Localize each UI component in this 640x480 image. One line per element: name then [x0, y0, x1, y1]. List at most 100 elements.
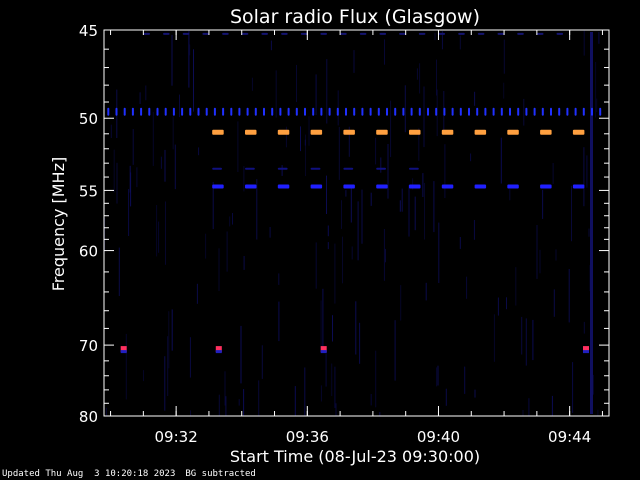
band-3-burst	[295, 107, 298, 116]
band-3-burst	[435, 107, 438, 116]
band-3-burst	[336, 107, 339, 116]
noise-streak	[542, 189, 544, 219]
band-3-burst	[304, 107, 306, 116]
noise-streak	[335, 403, 337, 416]
band-3-burst	[230, 107, 233, 116]
noise-streak	[438, 222, 440, 283]
noise-streak	[168, 311, 170, 369]
band-3-burst	[394, 107, 397, 116]
noise-streak	[171, 34, 173, 86]
band-2-burst	[277, 167, 288, 170]
noise-streak	[251, 77, 253, 91]
noise-streak	[196, 283, 198, 304]
band-3-burst	[566, 107, 569, 116]
band-3-burst	[345, 107, 347, 116]
band-3-burst	[320, 107, 323, 116]
noise-streak	[441, 31, 443, 50]
band-1-burst	[212, 184, 224, 189]
noise-streak	[136, 167, 138, 188]
noise-streak	[422, 173, 424, 197]
noise-streak	[304, 367, 306, 416]
noise-streak	[174, 144, 176, 190]
noise-streak	[493, 314, 495, 362]
noise-streak	[224, 371, 226, 406]
noise-streak	[190, 410, 191, 416]
noise-streak	[583, 147, 585, 207]
noise-streak	[536, 225, 538, 279]
band-3-burst	[443, 107, 446, 116]
band-4-burst	[261, 32, 268, 35]
noise-streak	[583, 321, 585, 334]
band-0-burst	[540, 129, 552, 135]
noise-streak	[145, 85, 147, 101]
burst-spot	[583, 346, 589, 353]
noise-streak	[387, 144, 389, 199]
band-4-burst	[497, 32, 505, 35]
noise-streak	[353, 50, 355, 73]
band-4-burst	[222, 32, 229, 35]
noise-streak	[325, 353, 327, 387]
band-1-burst	[310, 184, 323, 189]
interference-column	[590, 32, 593, 414]
band-3-burst	[517, 107, 520, 116]
noise-streak	[464, 366, 466, 394]
noise-streak	[383, 229, 385, 281]
noise-streak	[380, 157, 382, 173]
noise-streak	[503, 39, 505, 74]
band-4-burst	[556, 32, 564, 35]
band-1-burst	[376, 184, 388, 189]
noise-streak	[342, 236, 343, 284]
noise-streak	[341, 200, 342, 229]
noise-streak	[320, 385, 322, 402]
noise-streak	[300, 126, 301, 152]
band-0-burst	[277, 129, 290, 135]
noise-streak	[474, 91, 476, 106]
noise-streak	[596, 98, 598, 113]
noise-streak	[113, 149, 115, 193]
band-4-burst	[379, 32, 387, 35]
noise-streak	[459, 35, 461, 50]
noise-streak	[399, 200, 401, 212]
band-2-burst	[343, 167, 354, 170]
noise-streak	[327, 225, 329, 237]
noise-streak	[315, 74, 317, 116]
noise-streak	[278, 301, 280, 342]
band-2-burst	[212, 167, 222, 170]
noise-streak	[586, 155, 588, 188]
burst-spot-tail	[583, 350, 589, 354]
noise-streak	[188, 31, 190, 88]
y-tick-label: 70	[79, 337, 98, 355]
band-3-burst	[599, 107, 602, 116]
band-3-burst	[558, 107, 561, 116]
noise-streak	[361, 189, 363, 244]
noise-streak	[332, 315, 333, 342]
noise-streak	[551, 395, 553, 416]
band-3-burst	[107, 107, 110, 116]
burst-spot	[215, 346, 222, 353]
band-3-burst	[328, 107, 331, 116]
band-4-burst	[438, 32, 446, 35]
band-4-burst	[477, 32, 485, 35]
band-4-burst	[536, 32, 544, 35]
noise-streak	[212, 181, 214, 230]
band-0-burst	[376, 129, 388, 135]
band-3-burst	[410, 107, 413, 116]
band-3-burst	[591, 107, 593, 116]
axis-ticks: 09:32 09:36 09:40 09:44 45 50 55 60 70 80	[79, 22, 610, 446]
band-1-burst	[507, 184, 519, 189]
noise-streak	[179, 94, 180, 118]
noise-streak	[296, 64, 297, 103]
band-4-burst	[399, 32, 406, 35]
noise-streak	[418, 128, 420, 161]
noise-streak	[243, 389, 245, 416]
noise-streak	[401, 188, 403, 212]
noise-streak	[348, 126, 350, 157]
noise-streak	[104, 218, 106, 252]
band-4-burst	[281, 32, 288, 35]
noise-streak	[359, 322, 361, 364]
band-3-burst	[205, 107, 208, 116]
y-tick-label: 55	[79, 182, 98, 200]
noise-streak	[506, 297, 507, 310]
noise-streak	[198, 147, 200, 156]
